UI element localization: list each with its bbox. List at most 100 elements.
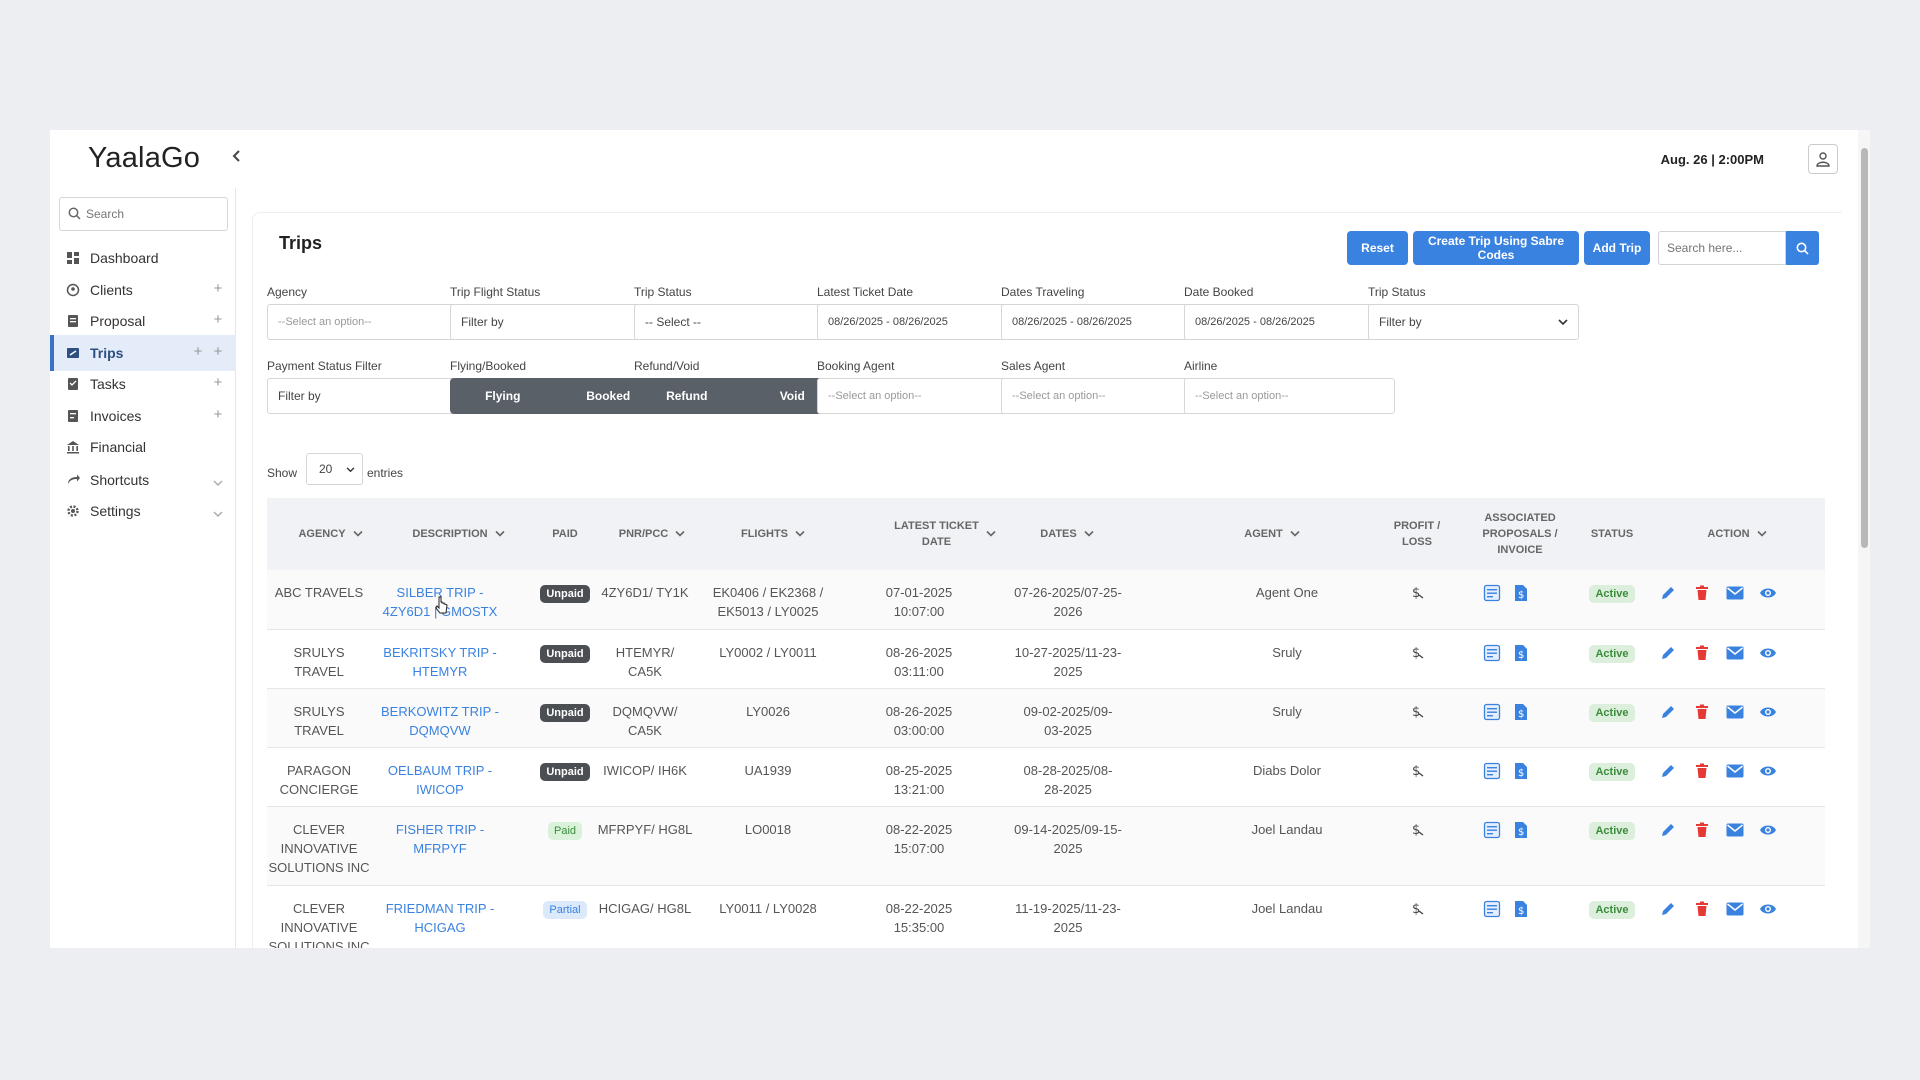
sidebar-item-proposal[interactable]: Proposal + (50, 303, 236, 339)
email-icon[interactable] (1724, 819, 1746, 841)
add-icon[interactable]: + (213, 343, 223, 360)
airline-select[interactable]: --Select an option-- (1184, 378, 1395, 414)
column-header-latest-ticket-date[interactable]: LATEST TICKET DATE (885, 498, 1005, 570)
add-trip-button[interactable]: Add Trip (1584, 231, 1650, 265)
view-icon[interactable] (1757, 819, 1779, 841)
column-header-action[interactable]: ACTION (1667, 498, 1807, 570)
edit-icon[interactable] (1657, 760, 1679, 782)
delete-icon[interactable] (1691, 642, 1713, 664)
trip-description-link[interactable]: BERKOWITZ TRIP - DQMQVW (375, 702, 505, 740)
payment-status-select[interactable]: Filter by (267, 378, 478, 414)
column-header-agent[interactable]: AGENT (1212, 498, 1332, 570)
trip-flight-status-select[interactable]: Filter by (450, 304, 661, 340)
trip-description-link[interactable]: FISHER TRIP - MFRPYF (375, 820, 505, 858)
proposal-doc-icon[interactable] (1481, 701, 1503, 723)
invoice-doc-icon[interactable]: $ (1510, 642, 1532, 664)
chevron-down-icon[interactable] (213, 505, 225, 517)
invoice-doc-icon[interactable]: $ (1510, 760, 1532, 782)
email-icon[interactable] (1724, 582, 1746, 604)
sidebar-item-tasks[interactable]: Tasks + (50, 366, 236, 402)
view-icon[interactable] (1757, 898, 1779, 920)
email-icon[interactable] (1724, 760, 1746, 782)
sidebar-item-financial[interactable]: Financial (50, 429, 236, 465)
column-header-pnr[interactable]: PNR/PCC (592, 498, 712, 570)
reset-button[interactable]: Reset (1347, 231, 1408, 265)
delete-icon[interactable] (1691, 582, 1713, 604)
delete-icon[interactable] (1691, 898, 1713, 920)
delete-icon[interactable] (1691, 819, 1713, 841)
invoice-doc-icon[interactable]: $ (1510, 701, 1532, 723)
search-button[interactable] (1786, 231, 1819, 265)
sidebar-item-invoices[interactable]: Invoices + (50, 398, 236, 434)
column-header-agency[interactable]: AGENCY (267, 498, 394, 570)
sidebar-item-clients[interactable]: Clients + (50, 272, 236, 308)
proposal-doc-icon[interactable] (1481, 642, 1503, 664)
add-icon[interactable]: + (213, 406, 223, 423)
profit-icon[interactable]: $ (1406, 760, 1428, 782)
proposal-doc-icon[interactable] (1481, 898, 1503, 920)
create-trip-sabre-button[interactable]: Create Trip Using Sabre Codes (1413, 231, 1579, 265)
sidebar-item-shortcuts[interactable]: Shortcuts (50, 462, 236, 498)
add-icon[interactable]: + (193, 343, 203, 360)
void-toggle-option[interactable]: Void (779, 389, 805, 403)
column-header-dates[interactable]: DATES (1007, 498, 1127, 570)
view-icon[interactable] (1757, 760, 1779, 782)
delete-icon[interactable] (1691, 760, 1713, 782)
invoice-doc-icon[interactable]: $ (1510, 582, 1532, 604)
trip-description-link[interactable]: SILBER TRIP - 4ZY6D1 | GMOSTX (375, 583, 505, 621)
sales-agent-select[interactable]: --Select an option-- (1001, 378, 1212, 414)
view-icon[interactable] (1757, 701, 1779, 723)
sidebar-search-input[interactable] (86, 204, 222, 224)
user-menu-button[interactable] (1808, 144, 1838, 174)
sidebar-item-dashboard[interactable]: Dashboard (50, 240, 236, 276)
column-header-description[interactable]: DESCRIPTION (375, 498, 542, 570)
add-icon[interactable]: + (213, 311, 223, 328)
booking-agent-select[interactable]: --Select an option-- (817, 378, 1028, 414)
profit-icon[interactable]: $ (1406, 898, 1428, 920)
page-scrollbar[interactable] (1858, 130, 1870, 948)
sidebar-item-settings[interactable]: Settings (50, 493, 236, 529)
proposal-doc-icon[interactable] (1481, 819, 1503, 841)
view-icon[interactable] (1757, 582, 1779, 604)
dates-traveling-picker[interactable]: 08/26/2025 - 08/26/2025 (1001, 304, 1212, 340)
profit-icon[interactable]: $ (1406, 701, 1428, 723)
delete-icon[interactable] (1691, 701, 1713, 723)
profit-icon[interactable]: $ (1406, 582, 1428, 604)
trip-description-link[interactable]: FRIEDMAN TRIP - HCIGAG (375, 899, 505, 937)
collapse-sidebar-button[interactable] (226, 147, 248, 169)
latest-ticket-date-picker[interactable]: 08/26/2025 - 08/26/2025 (817, 304, 1028, 340)
add-icon[interactable]: + (213, 374, 223, 391)
add-icon[interactable]: + (213, 280, 223, 297)
scrollbar-thumb[interactable] (1861, 148, 1868, 548)
sidebar-item-trips[interactable]: Trips + + (50, 335, 236, 371)
edit-icon[interactable] (1657, 701, 1679, 723)
trip-description-link[interactable]: OELBAUM TRIP - IWICOP (375, 761, 505, 799)
chevron-down-icon[interactable] (213, 474, 225, 486)
entries-per-page-select[interactable]: 20 (306, 453, 363, 485)
trip-status-select[interactable]: -- Select -- (634, 304, 845, 340)
invoice-doc-icon[interactable]: $ (1510, 898, 1532, 920)
flying-toggle-option[interactable]: Flying (485, 389, 521, 403)
proposal-doc-icon[interactable] (1481, 760, 1503, 782)
edit-icon[interactable] (1657, 582, 1679, 604)
sidebar-search[interactable] (59, 197, 228, 231)
email-icon[interactable] (1724, 642, 1746, 664)
booked-toggle-option[interactable]: Booked (586, 389, 631, 403)
trips-search-input[interactable] (1658, 231, 1786, 265)
date-booked-picker[interactable]: 08/26/2025 - 08/26/2025 (1184, 304, 1395, 340)
column-header-flights[interactable]: FLIGHTS (713, 498, 833, 570)
refund-toggle-option[interactable]: Refund (666, 389, 708, 403)
email-icon[interactable] (1724, 898, 1746, 920)
agency-select[interactable]: --Select an option-- (267, 304, 478, 340)
invoice-doc-icon[interactable]: $ (1510, 819, 1532, 841)
email-icon[interactable] (1724, 701, 1746, 723)
trip-status-2-select[interactable]: Filter by (1368, 304, 1579, 340)
edit-icon[interactable] (1657, 642, 1679, 664)
edit-icon[interactable] (1657, 819, 1679, 841)
profit-icon[interactable]: $ (1406, 642, 1428, 664)
edit-icon[interactable] (1657, 898, 1679, 920)
view-icon[interactable] (1757, 642, 1779, 664)
proposal-doc-icon[interactable] (1481, 582, 1503, 604)
trip-description-link[interactable]: BEKRITSKY TRIP - HTEMYR (375, 643, 505, 681)
profit-icon[interactable]: $ (1406, 819, 1428, 841)
